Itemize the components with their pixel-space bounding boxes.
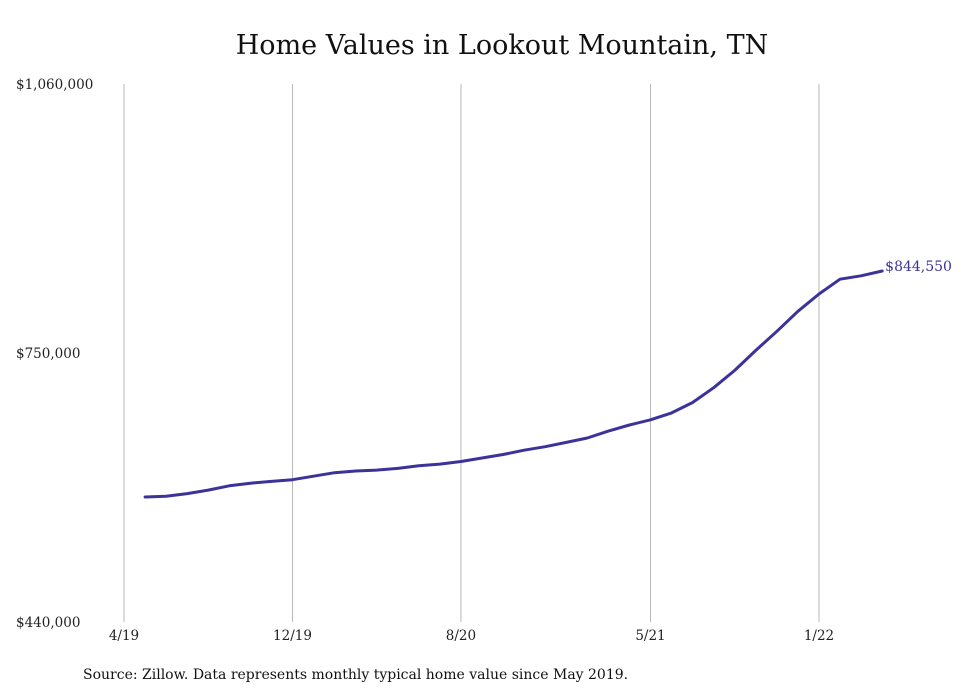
chart-title: Home Values in Lookout Mountain, TN xyxy=(235,30,769,61)
x-tick-label: 5/21 xyxy=(635,628,665,644)
y-axis-ticks: $440,000 $750,000 $1,060,000 xyxy=(16,77,93,631)
x-tick-label: 12/19 xyxy=(273,628,312,644)
data-labels: $844,550 xyxy=(885,259,952,275)
y-tick-label: $750,000 xyxy=(16,346,80,362)
series-line xyxy=(143,269,884,499)
y-tick-label: $440,000 xyxy=(16,615,80,631)
x-tick-label: 4/19 xyxy=(109,628,139,644)
grid-lines xyxy=(123,84,820,622)
x-tick-label: 1/22 xyxy=(804,628,834,644)
end-value-label: $844,550 xyxy=(885,259,952,275)
y-tick-label: $1,060,000 xyxy=(16,77,93,93)
series xyxy=(143,269,884,499)
x-axis-ticks: 4/19 12/19 8/20 5/21 1/22 xyxy=(109,628,834,644)
source-note: Source: Zillow. Data represents monthly … xyxy=(83,667,629,683)
x-tick-label: 8/20 xyxy=(446,628,476,644)
